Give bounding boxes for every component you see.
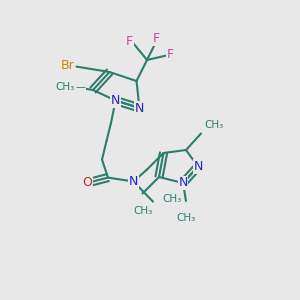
Text: N: N xyxy=(193,160,203,173)
Text: F: F xyxy=(167,47,174,61)
Text: O: O xyxy=(82,176,92,190)
Text: N: N xyxy=(129,175,138,188)
Text: F: F xyxy=(153,32,160,46)
Text: CH₃: CH₃ xyxy=(162,194,181,204)
Text: F: F xyxy=(126,35,133,48)
Text: N: N xyxy=(178,176,188,190)
Text: CH₃: CH₃ xyxy=(176,213,196,223)
Text: CH₃: CH₃ xyxy=(55,82,74,92)
Text: Br: Br xyxy=(61,59,74,72)
Text: N: N xyxy=(111,94,120,107)
Text: CH₃: CH₃ xyxy=(133,206,152,215)
Text: —: — xyxy=(76,82,85,92)
Text: N: N xyxy=(135,101,144,115)
Text: CH₃: CH₃ xyxy=(204,121,223,130)
